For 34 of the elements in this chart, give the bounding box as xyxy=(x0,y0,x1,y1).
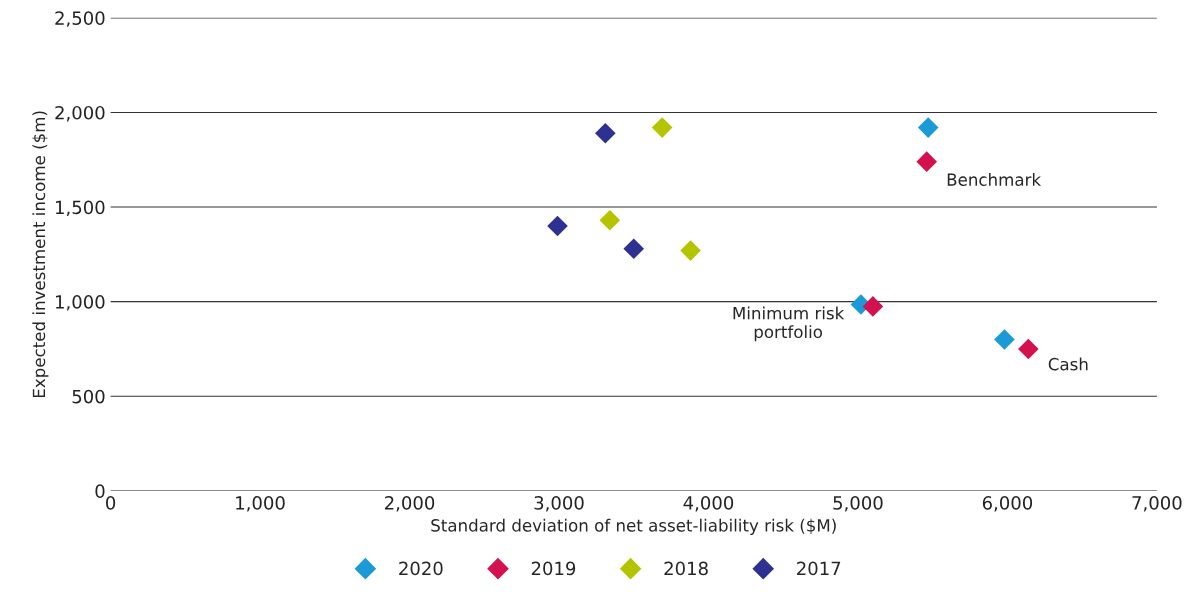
point xyxy=(1018,338,1039,360)
x-axis-title: Standard deviation of net asset-liability risk ($M) xyxy=(431,518,836,535)
point xyxy=(680,240,701,261)
point xyxy=(599,210,621,231)
x-tick-label: 3,000 xyxy=(534,496,584,512)
point xyxy=(917,117,939,138)
annotation: Benchmark xyxy=(947,173,1042,186)
legend-label: 2017 xyxy=(797,561,841,576)
annotation: Minimum risk portfolio xyxy=(733,306,845,342)
x-tick-label: 4,000 xyxy=(683,496,734,512)
y-tick-label: 1,500 xyxy=(56,200,105,217)
x-tick-label: 2,000 xyxy=(385,496,435,512)
legend-label: 2018 xyxy=(664,561,708,576)
point xyxy=(651,117,673,138)
y-axis-title: Expected investment income ($m) xyxy=(32,111,49,398)
x-tick-label: 7,000 xyxy=(1132,496,1182,512)
legend-label: 2019 xyxy=(531,561,576,576)
point xyxy=(916,151,938,172)
y-tick-label: 0 xyxy=(95,484,105,498)
x-tick-label: 0 xyxy=(106,496,116,510)
legend-label: 2020 xyxy=(399,561,443,576)
y-tick-label: 1,000 xyxy=(56,295,105,311)
point xyxy=(862,296,884,317)
point xyxy=(547,215,568,237)
annotation: Cash xyxy=(1048,357,1088,371)
y-tick-label: 2,500 xyxy=(55,11,105,27)
x-tick-label: 6,000 xyxy=(982,496,1033,512)
x-tick-label: 5,000 xyxy=(833,496,883,512)
x-tick-label: 1,000 xyxy=(236,496,285,512)
point xyxy=(595,122,616,144)
point xyxy=(623,238,645,259)
y-tick-label: 2,000 xyxy=(55,105,105,122)
y-tick-label: 500 xyxy=(72,389,105,404)
point xyxy=(994,329,1015,350)
